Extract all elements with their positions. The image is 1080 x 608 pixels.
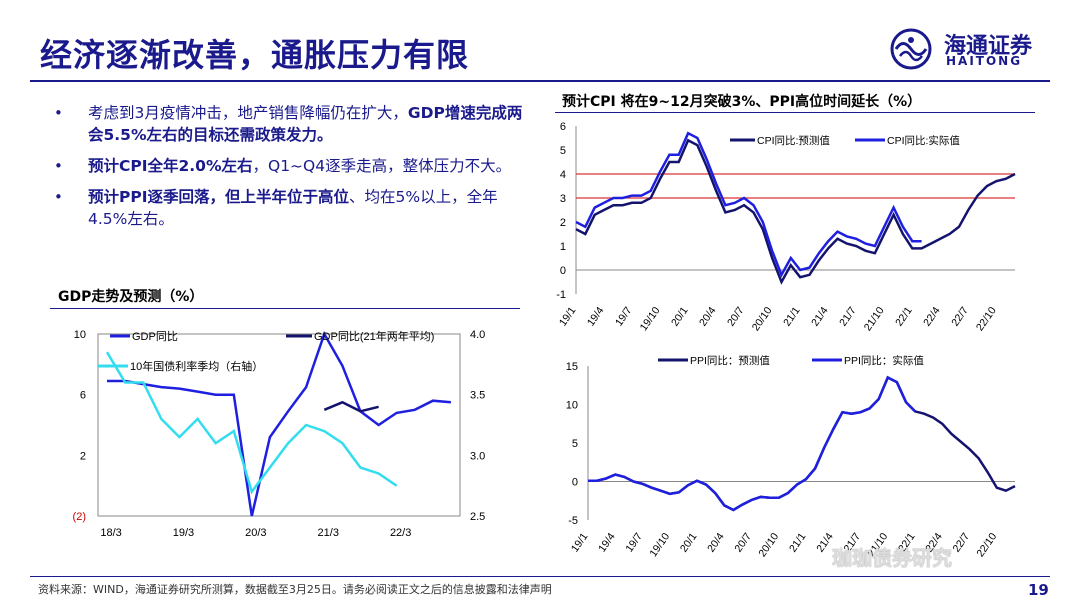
- ppi-chart: 15 10 5 0 -5 19/1 19/4 19/7 19/10 20/1 20/4 20/7 20/…: [566, 354, 1016, 560]
- bullet-cpi: • 预计CPI全年2.0%左右，Q1~Q4逐季走高，整体压力不大。: [52, 155, 530, 177]
- logo-en-text: HAITONG: [946, 54, 1023, 68]
- bullet-bold-text: 预计CPI全年2.0%左右: [88, 157, 253, 175]
- ppi-x-tick: 19/4: [596, 531, 618, 555]
- cpi-x-tick: 19/10: [638, 305, 663, 334]
- cpi-x-tick: 22/1: [893, 305, 915, 329]
- gdp-y-left-tick: 2: [80, 450, 86, 462]
- cpi-x-tick: 21/10: [862, 305, 887, 334]
- bullet-text: ，Q1~Q4逐季走高，整体压力不大。: [252, 157, 512, 175]
- cpi-x-tick: 19/1: [557, 305, 579, 329]
- cpi-chart-title: 预计CPI 将在9~12月突破3%、PPI高位时间延长（%）: [562, 94, 922, 110]
- cpi-x-tick: 20/7: [725, 305, 747, 329]
- gdp-y-left-tick: 10: [74, 329, 86, 341]
- company-logo: 海通证券 HAITONG: [888, 26, 1048, 72]
- gdp-chart: 10 6 2 (2) 4.0 3.5 3.0 2.5 18/3 19/3 20/3 21/3 22/3 G…: [73, 329, 486, 539]
- bullet-text: 考虑到3月疫情冲击，地产销售降幅仍在扩大，: [88, 104, 408, 122]
- cpi-y-tick: 1: [560, 241, 566, 253]
- bullet-dot-icon: •: [54, 104, 63, 122]
- gdp-chart-title: GDP走势及预测（%）: [58, 289, 204, 305]
- gdp-x-tick: 18/3: [100, 527, 121, 539]
- gdp-legend-label: 10年国债利率季均（右轴）: [130, 359, 263, 373]
- cpi-chart: 6 5 4 3 2 1 0 -1 19/1 19/4 19/7 19/10 20/1 20/4 20/7 20…: [556, 121, 1016, 334]
- logo-cn-text: 海通证券: [944, 33, 1033, 59]
- page-title: 经济逐渐改善，通胀压力有限: [40, 36, 470, 74]
- cpi-series-line: [575, 131, 922, 278]
- gdp-x-tick: 21/3: [318, 527, 339, 539]
- ppi-x-tick: 19/10: [647, 531, 672, 560]
- bullet-bold-text: GDP增速完成两会5.5%左右的目标还需政策发力。: [88, 104, 523, 144]
- bullet-gdp: • 考虑到3月疫情冲击，地产销售降幅仍在扩大，GDP增速完成两会5.5%左右的目…: [52, 102, 530, 146]
- cpi-x-tick: 19/4: [585, 305, 607, 329]
- cpi-y-tick: 5: [560, 145, 566, 157]
- ppi-y-tick: 10: [566, 400, 578, 412]
- cpi-x-tick: 21/7: [837, 305, 859, 329]
- cpi-x-tick: 20/4: [697, 305, 719, 329]
- cpi-y-tick: 4: [560, 169, 566, 181]
- gdp-series-line: [107, 330, 452, 517]
- cpi-x-tick: 19/7: [613, 305, 635, 329]
- cpi-series-line: [575, 138, 1016, 285]
- cpi-chart-title-rule: [555, 112, 1035, 113]
- bullet-ppi: • 预计PPI逐季回落，但上半年位于高位、均在5%以上，全年4.5%左右。: [52, 186, 530, 230]
- footer-divider: [30, 576, 1050, 577]
- ppi-series-line: [588, 375, 1016, 512]
- cpi-x-tick: 21/1: [781, 305, 803, 329]
- source-note: 资料来源：WIND，海通证券研究所测算，数据截至3月25日。请务必阅读正文之后的…: [38, 583, 552, 596]
- ppi-x-tick: 20/1: [678, 531, 700, 555]
- gdp-legend-label: GDP同比: [132, 330, 178, 343]
- bullet-dot-icon: •: [54, 157, 63, 175]
- gdp-chart-title-rule: [50, 308, 520, 309]
- cpi-legend-label: CPI同比:预测值: [757, 134, 830, 147]
- gdp-series-line: [323, 400, 379, 413]
- gdp-y-left-tick: (2): [73, 511, 86, 523]
- cpi-x-tick: 21/4: [809, 305, 831, 329]
- haitong-logo-icon: [890, 28, 932, 70]
- cpi-y-tick: 3: [560, 193, 566, 205]
- cpi-x-tick: 20/1: [669, 305, 691, 329]
- gdp-y-right-tick: 4.0: [470, 329, 485, 341]
- gdp-x-tick: 19/3: [173, 527, 194, 539]
- ppi-y-tick: -5: [568, 515, 578, 527]
- ppi-x-tick: 20/10: [756, 531, 781, 560]
- ppi-legend-label: PPI同比：预测值: [690, 354, 770, 367]
- bullet-bold-text: 预计PPI逐季回落，但上半年位于高位: [88, 188, 349, 206]
- gdp-y-left-tick: 6: [80, 390, 86, 402]
- cpi-x-tick: 22/4: [921, 305, 943, 329]
- gdp-y-right-tick: 3.5: [470, 390, 485, 402]
- ppi-x-tick: 19/1: [569, 531, 591, 555]
- ppi-x-tick: 22/7: [950, 531, 972, 555]
- ppi-legend-label: PPI同比：实际值: [844, 354, 924, 367]
- bullet-text: 、均在5%以上，全年4.5%左右。: [88, 188, 498, 228]
- ppi-x-tick: 20/7: [732, 531, 754, 555]
- ppi-series-line: [588, 375, 916, 512]
- ppi-y-tick: 0: [572, 477, 578, 489]
- watermark: 珈珈债券研究: [832, 546, 952, 570]
- cpi-y-tick: 0: [560, 265, 566, 277]
- ppi-y-tick: 15: [566, 361, 578, 373]
- cpi-y-tick: -1: [556, 289, 566, 301]
- ppi-x-tick: 20/4: [705, 531, 727, 555]
- title-divider: [30, 80, 1050, 82]
- key-points-list: • 考虑到3月疫情冲击，地产销售降幅仍在扩大，GDP增速完成两会5.5%左右的目…: [52, 102, 530, 239]
- page-number: 19: [1028, 581, 1049, 599]
- gdp-y-right-tick: 2.5: [470, 511, 485, 523]
- ppi-y-tick: 5: [572, 438, 578, 450]
- ppi-x-tick: 19/7: [623, 531, 645, 555]
- ppi-x-tick: 22/10: [974, 531, 999, 560]
- gdp-series-line: [105, 351, 398, 495]
- cpi-x-tick: 22/7: [949, 305, 971, 329]
- ppi-x-tick: 21/1: [787, 531, 809, 555]
- bullet-dot-icon: •: [54, 188, 63, 206]
- gdp-legend-label: GDP同比(21年两年平均): [314, 329, 434, 343]
- cpi-y-tick: 6: [560, 121, 566, 133]
- gdp-x-tick: 20/3: [245, 527, 266, 539]
- gdp-y-right-tick: 3.0: [470, 450, 485, 462]
- gdp-x-tick: 22/3: [390, 527, 411, 539]
- cpi-y-tick: 2: [560, 217, 566, 229]
- cpi-x-tick: 20/10: [750, 305, 775, 334]
- cpi-legend-label: CPI同比:实际值: [887, 134, 960, 147]
- cpi-x-tick: 22/10: [974, 305, 999, 334]
- gdp-plot-frame: [97, 333, 461, 517]
